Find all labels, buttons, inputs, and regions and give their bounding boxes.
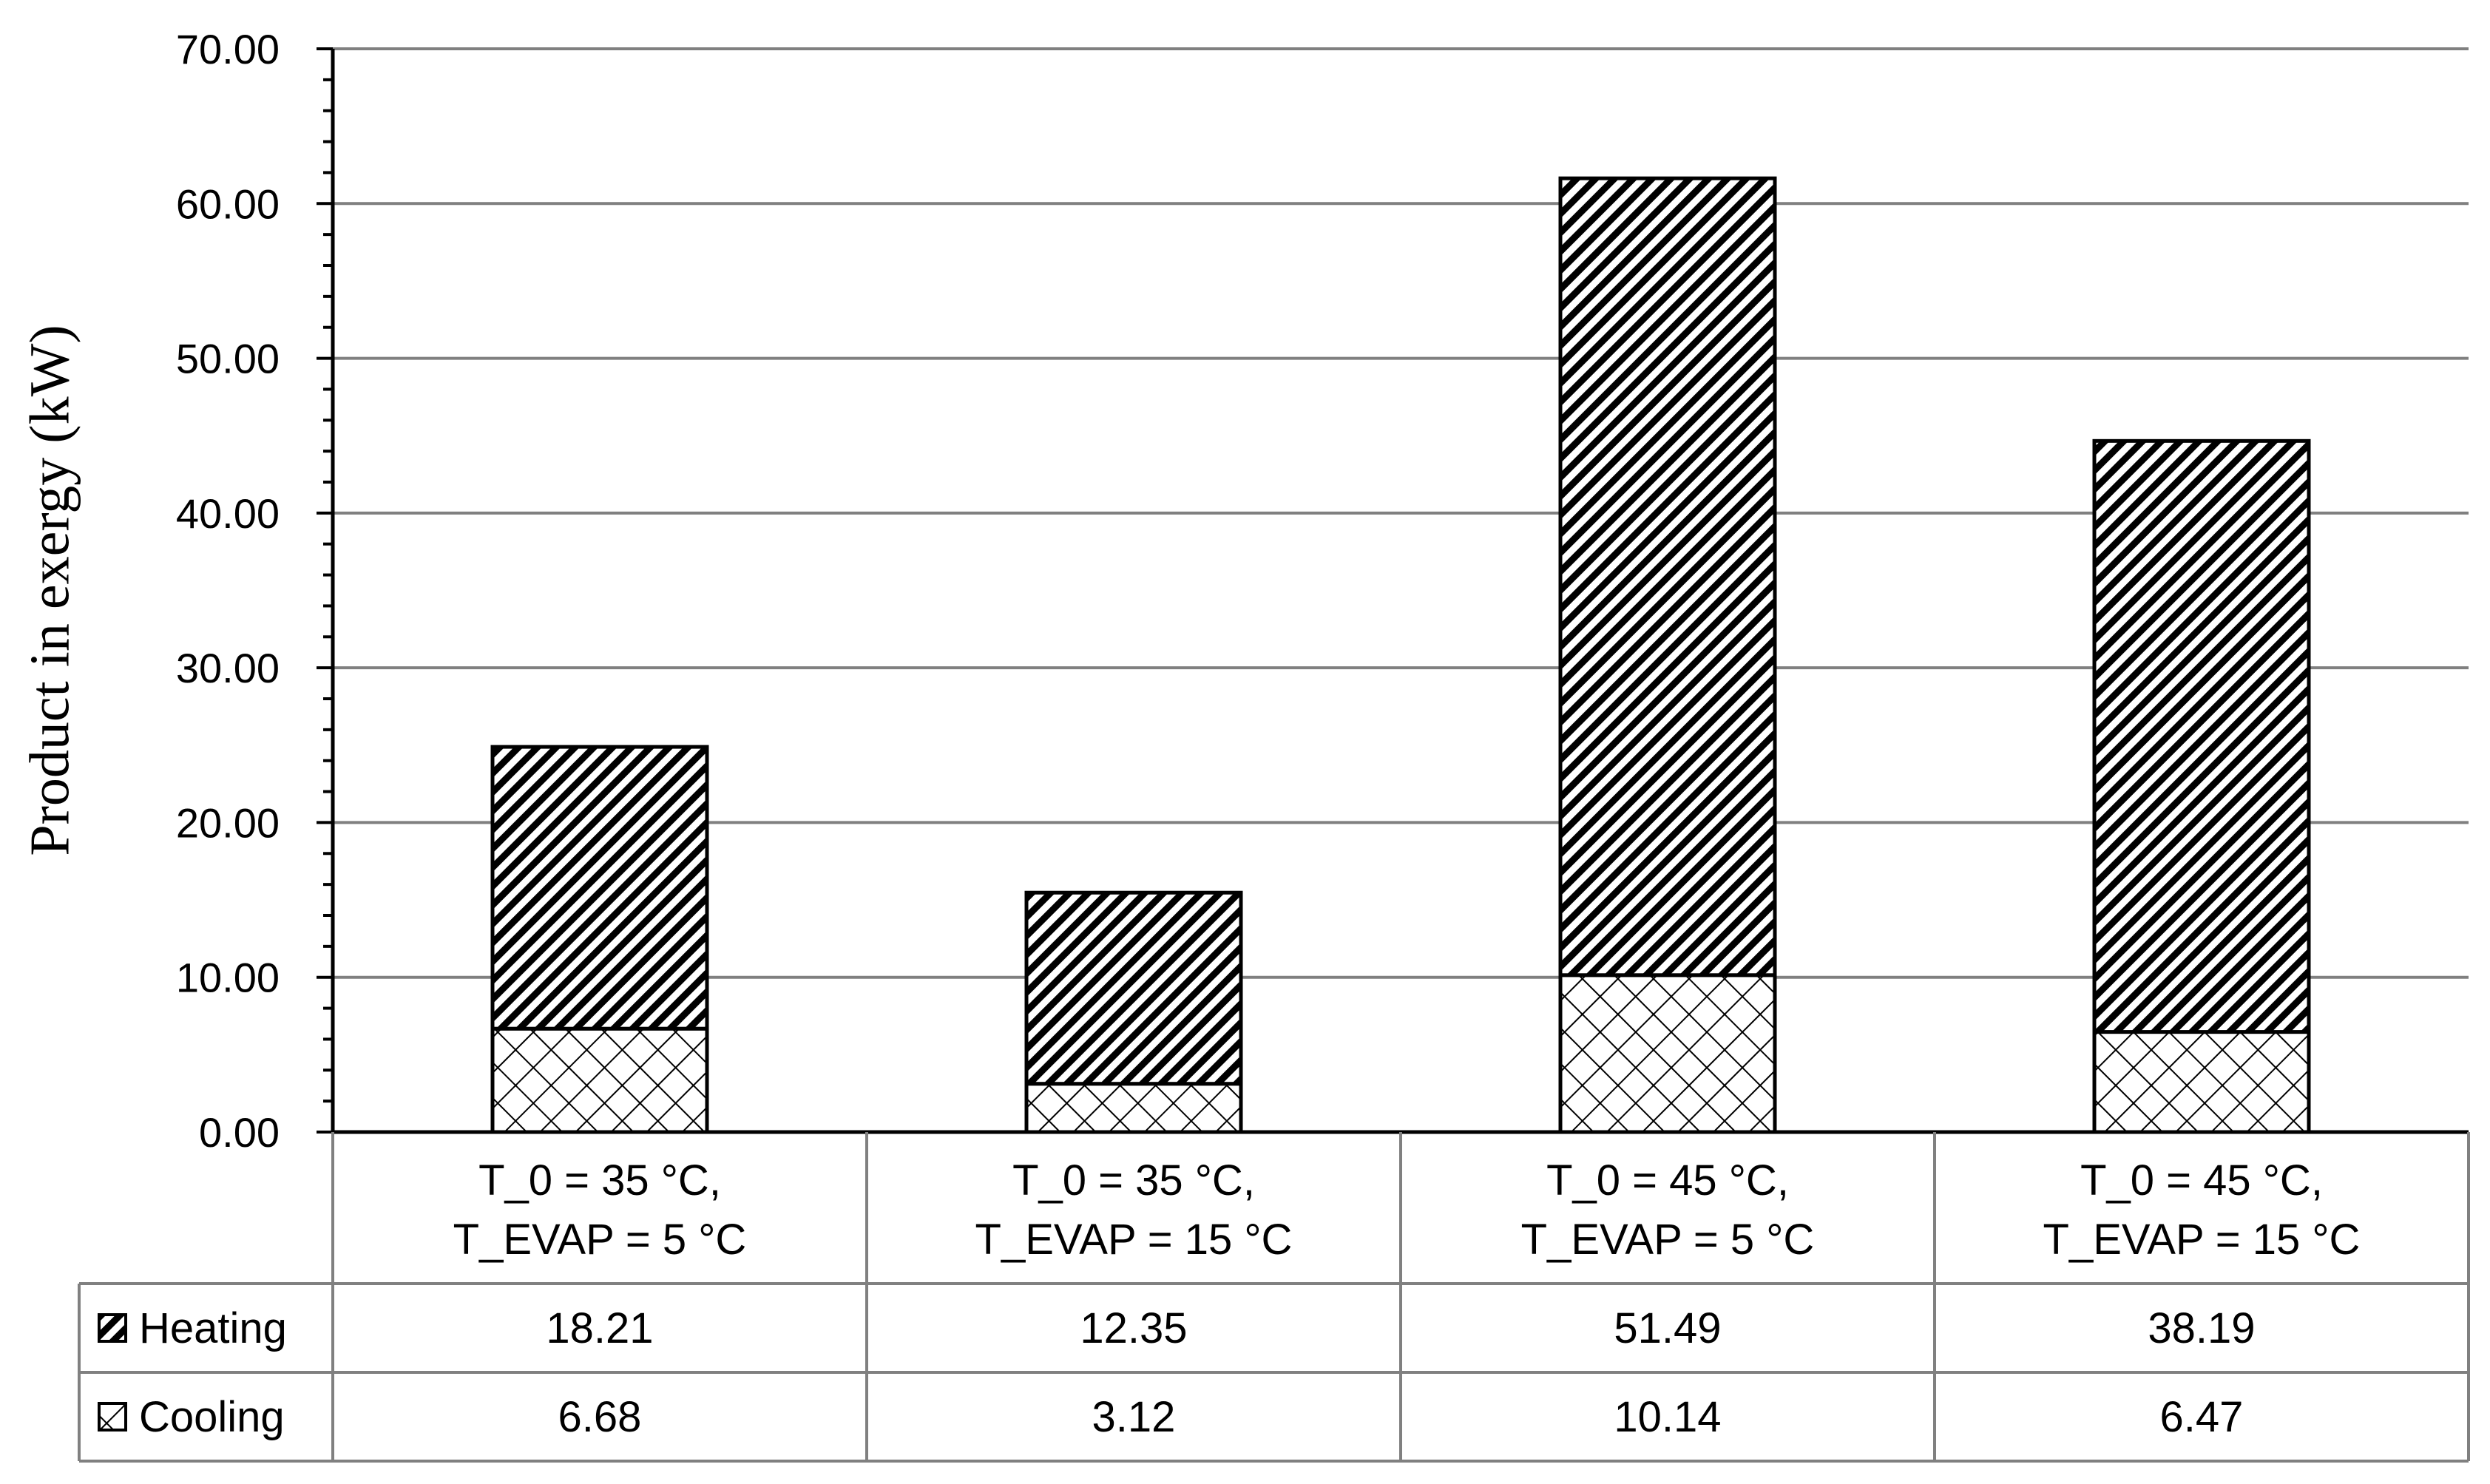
- x-category-label: T_0 = 45 °C,: [1546, 1156, 1789, 1205]
- x-category-label: T_EVAP = 15 °C: [2043, 1216, 2361, 1264]
- bar-cooling-1: [490, 1026, 709, 1134]
- y-tick-label: 60.00: [176, 180, 280, 227]
- data-table: T_0 = 35 °C, T_EVAP = 5 °C T_0 = 35 °C, T_E…: [78, 1132, 2470, 1463]
- table-value-cooling: 3.12: [1092, 1393, 1176, 1441]
- legend-label-heating: Heating: [139, 1304, 287, 1352]
- bars: [490, 176, 2311, 1134]
- bar-cooling-2: [1024, 1082, 1243, 1134]
- bar-heating-2: [1024, 890, 1243, 1086]
- x-category-label: T_EVAP = 5 °C: [1521, 1216, 1815, 1264]
- x-category-label: T_0 = 45 °C,: [2080, 1156, 2323, 1205]
- table-value-heating: 51.49: [1614, 1304, 1721, 1352]
- y-tick-label: 70.00: [176, 26, 280, 72]
- legend-key-heating: [98, 1313, 127, 1343]
- table-value-heating: 12.35: [1080, 1304, 1187, 1352]
- bar-heating-1: [490, 745, 709, 1031]
- table-value-cooling: 6.47: [2160, 1393, 2244, 1441]
- table-value-heating: 18.21: [546, 1304, 653, 1352]
- y-tick-label: 20.00: [176, 799, 280, 846]
- x-category-label: T_0 = 35 °C,: [478, 1156, 721, 1205]
- bar-heating-3: [1558, 176, 1777, 978]
- y-tick-label: 50.00: [176, 336, 280, 382]
- y-tick-label: 0.00: [199, 1109, 280, 1156]
- legend-key-cooling: [98, 1402, 127, 1432]
- bar-heating-4: [2092, 438, 2311, 1034]
- y-tick-label: 10.00: [176, 955, 280, 1001]
- y-tick-label: 40.00: [176, 490, 280, 537]
- y-axis-label: Product in exergy (kW): [18, 325, 81, 855]
- axes: 0.00 10.00 20.00 30.00 40.00 50.00 60.00 70.00: [176, 26, 2469, 1156]
- x-category-label: T_EVAP = 15 °C: [975, 1216, 1293, 1264]
- x-category-label: T_0 = 35 °C,: [1012, 1156, 1255, 1205]
- bar-cooling-3: [1558, 973, 1777, 1134]
- bar-cooling-4: [2092, 1030, 2311, 1134]
- table-value-cooling: 6.68: [558, 1393, 642, 1441]
- legend-label-cooling: Cooling: [139, 1393, 285, 1441]
- table-value-cooling: 10.14: [1614, 1393, 1721, 1441]
- y-tick-label: 30.00: [176, 645, 280, 691]
- table-value-heating: 38.19: [2148, 1304, 2255, 1352]
- x-category-label: T_EVAP = 5 °C: [453, 1216, 747, 1264]
